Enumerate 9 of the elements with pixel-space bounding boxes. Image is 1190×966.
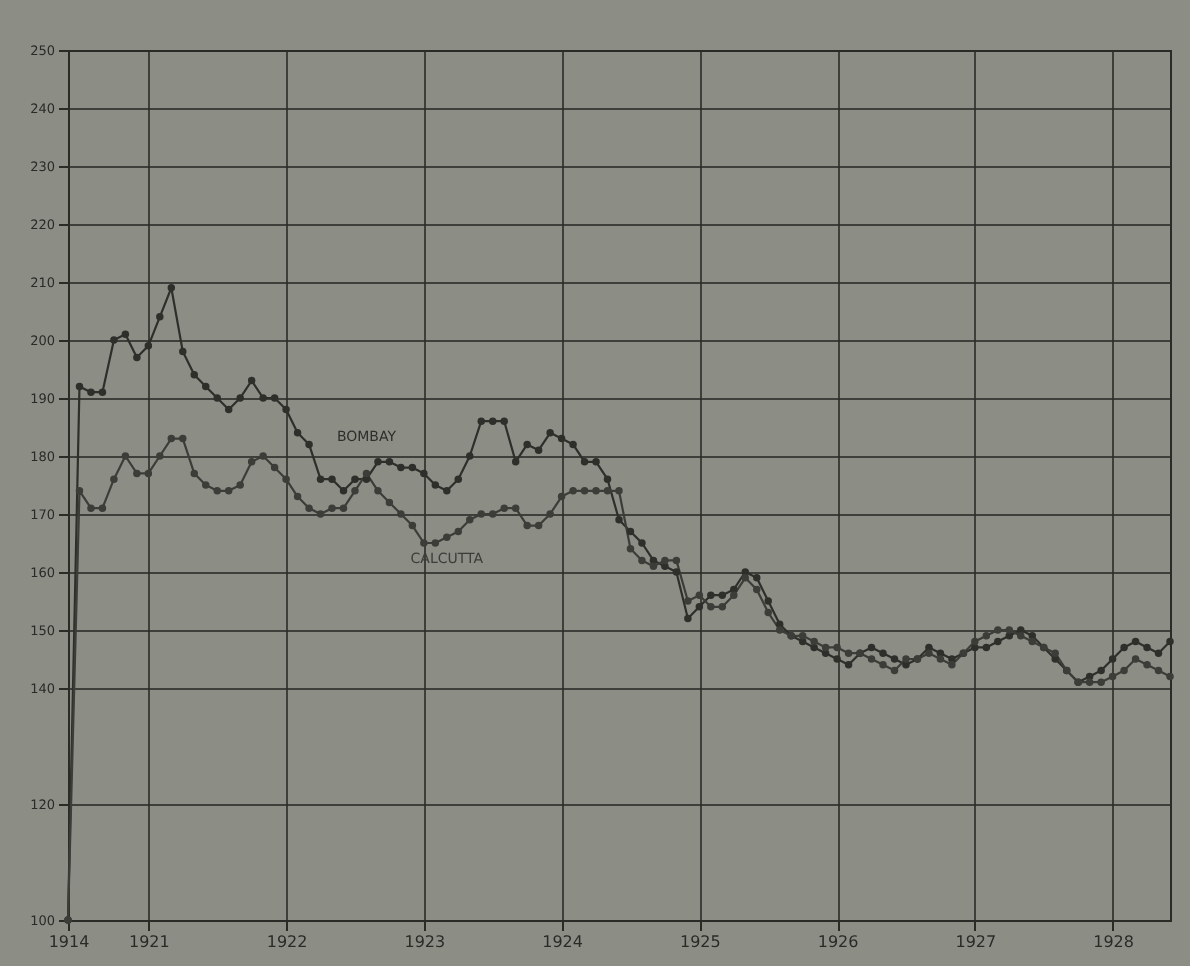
x-tick-label: 1922: [266, 933, 308, 951]
x-tick-label: 1925: [679, 933, 721, 951]
x-tick-label: 1924: [542, 933, 583, 951]
x-tick-label: 1926: [817, 933, 859, 951]
x-tick-label: 1927: [955, 933, 997, 951]
x-tick-label: 1914: [48, 933, 90, 951]
x-tick-label: 1928: [1093, 933, 1134, 951]
x-tick-label: 1921: [128, 933, 170, 951]
x-tick-label: 1923: [404, 933, 446, 951]
